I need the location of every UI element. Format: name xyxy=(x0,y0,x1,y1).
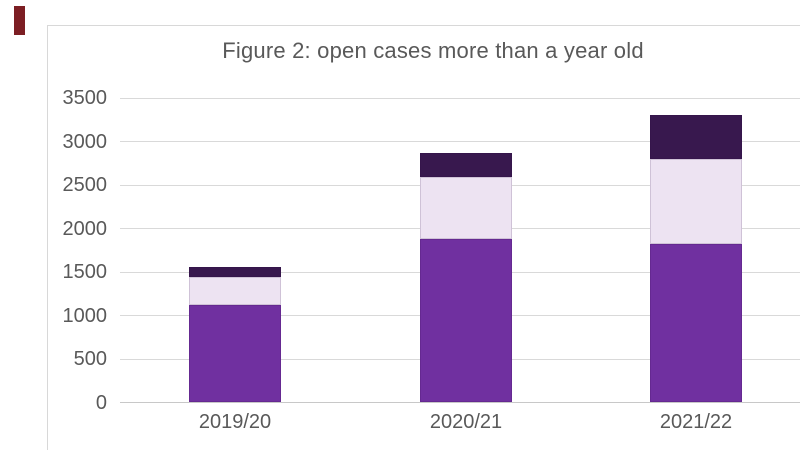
chart-border-left xyxy=(47,25,48,450)
y-tick-label: 2500 xyxy=(62,174,108,196)
x-axis-label: 2021/22 xyxy=(659,411,733,433)
bar-segment-middle-2019-20 xyxy=(189,277,281,306)
bar-segment-top-2021-22 xyxy=(650,115,742,159)
gridline xyxy=(120,141,800,142)
bar-segment-top-2020-21 xyxy=(420,152,512,178)
bar-segment-top-2019-20 xyxy=(189,266,281,278)
y-tick-label: 3500 xyxy=(62,87,108,109)
y-tick-label: 1500 xyxy=(62,261,108,283)
x-axis-label: 2020/21 xyxy=(429,411,503,433)
bar-segment-bottom-2019-20 xyxy=(189,305,281,403)
y-tick-label: 1000 xyxy=(62,304,108,327)
bar-segment-bottom-2020-21 xyxy=(420,238,512,403)
y-tick-label: 0 xyxy=(95,391,107,414)
bar-segment-middle-2021-22 xyxy=(650,158,742,245)
y-tick-label: 3000 xyxy=(62,130,108,153)
chart-title: Figure 2: open cases more than a year ol… xyxy=(222,38,644,63)
bar-segment-middle-2020-21 xyxy=(420,177,512,239)
gridline xyxy=(120,97,800,99)
x-axis-label: 2019/20 xyxy=(198,411,272,433)
chart-border-top xyxy=(47,25,800,26)
page-corner-mark xyxy=(14,6,25,35)
y-tick-label: 500 xyxy=(73,348,107,370)
y-tick-label: 2000 xyxy=(62,217,108,240)
bar-segment-bottom-2021-22 xyxy=(650,244,742,403)
x-axis-line xyxy=(120,402,800,403)
